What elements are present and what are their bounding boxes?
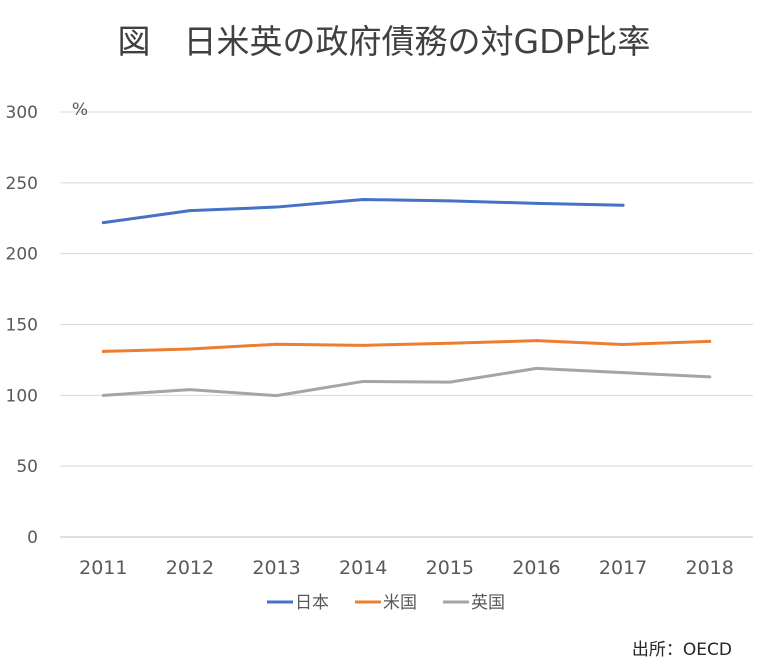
- data-point: [188, 209, 192, 213]
- legend-label: 英国: [471, 593, 505, 613]
- legend-item: 英国: [443, 593, 505, 613]
- data-point: [708, 375, 712, 379]
- series-line-2: [101, 366, 712, 398]
- source-note: 出所：OECD: [632, 640, 732, 660]
- data-point: [188, 347, 192, 351]
- series-line-0: [101, 198, 625, 225]
- x-tick-label: 2014: [339, 557, 387, 579]
- data-point: [361, 198, 365, 202]
- legend: 日本 米国 英国: [267, 593, 505, 613]
- gridlines: [60, 111, 753, 538]
- data-point: [101, 349, 105, 353]
- y-tick-label: 100: [6, 386, 38, 406]
- x-tick-label: 2017: [599, 557, 647, 579]
- data-point: [275, 205, 279, 209]
- x-tick-label: 2015: [426, 557, 474, 579]
- x-tick-label: 2012: [166, 557, 214, 579]
- data-point: [448, 341, 452, 345]
- y-unit-label: %: [72, 100, 88, 120]
- series-line-1: [101, 339, 712, 353]
- y-tick-label: 150: [6, 316, 38, 336]
- data-point: [534, 366, 538, 370]
- y-tick-label: 0: [27, 528, 38, 548]
- x-tick-label: 2013: [252, 557, 300, 579]
- data-point: [448, 199, 452, 203]
- data-point: [275, 394, 279, 398]
- legend-item: 米国: [355, 593, 417, 613]
- chart-title: 図 日米英の政府債務の対GDP比率: [118, 22, 651, 61]
- series-lines: [101, 198, 712, 398]
- data-point: [188, 388, 192, 392]
- y-tick-label: 250: [6, 174, 38, 194]
- data-point: [448, 380, 452, 384]
- data-point: [361, 379, 365, 383]
- data-point: [275, 342, 279, 346]
- x-tick-label: 2011: [79, 557, 127, 579]
- y-axis-ticks: 0 50 100 150 200 250 300: [6, 103, 38, 548]
- y-tick-label: 50: [16, 457, 38, 477]
- y-tick-label: 200: [6, 245, 38, 265]
- x-tick-label: 2018: [686, 557, 734, 579]
- legend-item: 日本: [267, 593, 329, 613]
- data-point: [361, 343, 365, 347]
- data-point: [621, 371, 625, 375]
- data-point: [708, 339, 712, 343]
- data-point: [621, 203, 625, 207]
- data-point: [534, 201, 538, 205]
- legend-label: 米国: [383, 593, 417, 613]
- data-point: [101, 393, 105, 397]
- x-tick-label: 2016: [512, 557, 560, 579]
- x-axis-ticks: 2011 2012 2013 2014 2015 2016 2017 2018: [79, 557, 734, 579]
- data-point: [534, 339, 538, 343]
- data-point: [101, 221, 105, 225]
- legend-label: 日本: [295, 593, 329, 613]
- data-point: [621, 342, 625, 346]
- y-tick-label: 300: [6, 103, 38, 123]
